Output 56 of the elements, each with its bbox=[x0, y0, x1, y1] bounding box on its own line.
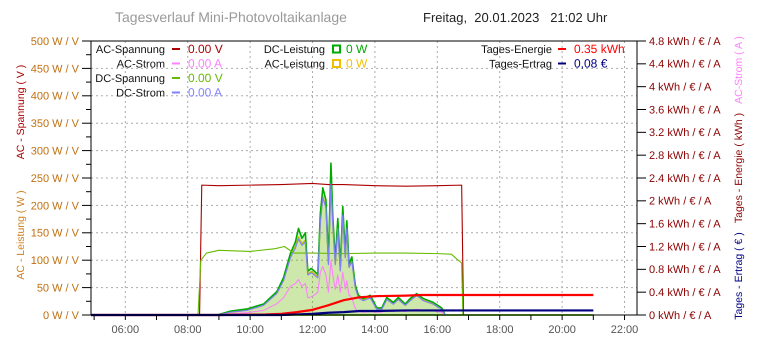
y-tick-label: 250 W / V bbox=[30, 172, 80, 185]
y2-tick-label: 3.6 kWh / € / A bbox=[649, 104, 722, 116]
text: Tages - Ertrag ( € ) bbox=[733, 232, 745, 320]
y-tick-label: 500 W / V bbox=[30, 36, 80, 48]
chart-title: Tagesverlauf Mini-Photovoltaikanlage bbox=[115, 9, 348, 25]
y2-tick-label: 4 kWh / € / A bbox=[649, 82, 712, 94]
annotation: 0 W bbox=[346, 42, 368, 56]
legend-label: DC-Leistung bbox=[264, 44, 325, 56]
y2-axis-title: Tages - Energie ( kWh ) bbox=[733, 112, 745, 224]
legend-label: AC-Strom bbox=[116, 58, 165, 70]
chart-subtitle: Freitag, 20.01.2023 21:02 Uhr bbox=[423, 10, 608, 25]
y2-tick-label: 3.2 kWh / € / A bbox=[649, 127, 722, 140]
x-tick-label: 12:00 bbox=[298, 324, 326, 336]
legend-label: Tages-Energie bbox=[481, 44, 552, 56]
y-tick-label: 400 W / V bbox=[30, 90, 80, 103]
x-tick-label: 22:00 bbox=[610, 324, 638, 336]
y2-tick-label: 1.2 kWh / € / A bbox=[649, 241, 722, 254]
annotation: 0.00 V bbox=[188, 71, 223, 86]
legend-label: Tages-Ertrag bbox=[489, 58, 552, 70]
annotation: 0.35 kWh bbox=[574, 42, 625, 56]
y2-tick-label: 0 kWh / € / A bbox=[649, 310, 712, 322]
y-tick-label: 150 W / V bbox=[30, 228, 80, 240]
y-tick-label: 300 W / V bbox=[30, 145, 80, 158]
x-tick-label: 16:00 bbox=[424, 324, 452, 336]
y2-tick-label: 2.4 kWh / € / A bbox=[649, 172, 722, 185]
y-tick-label: 50 W / V bbox=[36, 282, 80, 294]
legend-label: DC-Strom bbox=[116, 87, 165, 100]
x-tick-label: 08:00 bbox=[174, 324, 202, 336]
annotation: 0,08 € bbox=[574, 56, 608, 71]
legend-label: DC-Spannung bbox=[95, 72, 165, 85]
y2-tick-label: 4.4 kWh / € / A bbox=[649, 58, 722, 71]
y2-tick-label: 0.8 kWh / € / A bbox=[649, 264, 722, 276]
y2-tick-label: 0.4 kWh / € / A bbox=[649, 287, 722, 300]
legend-label: AC-Spannung bbox=[96, 44, 165, 56]
x-tick-label: 10:00 bbox=[236, 324, 264, 336]
y-tick-label: 200 W / V bbox=[30, 200, 80, 212]
x-tick-label: 14:00 bbox=[361, 324, 389, 336]
y-tick-label: 0 W / V bbox=[42, 310, 80, 322]
annotation: 0.00 A bbox=[188, 86, 222, 100]
text: AC - Spannung ( V ) bbox=[15, 64, 27, 160]
y2-tick-label: 1.6 kWh / € / A bbox=[649, 218, 722, 231]
legend-label: AC-Leistung bbox=[264, 58, 325, 70]
text: AC-Strom ( A ) bbox=[733, 36, 745, 104]
y-tick-label: 100 W / V bbox=[30, 255, 80, 268]
x-tick-label: 06:00 bbox=[112, 324, 140, 336]
y2-tick-label: 2.8 kWh / € / A bbox=[649, 150, 722, 162]
annotation: 0 W bbox=[346, 56, 368, 71]
annotation: 0.00 A bbox=[188, 56, 222, 71]
y2-tick-label: 4.8 kWh / € / A bbox=[649, 36, 722, 48]
y2-tick-label: 2 kWh / € / A bbox=[649, 196, 712, 208]
x-tick-label: 20:00 bbox=[548, 324, 576, 336]
y-tick-label: 450 W / V bbox=[30, 63, 80, 76]
y-axis-title: AC - Leistung ( W ) bbox=[15, 190, 27, 280]
x-tick-label: 18:00 bbox=[486, 324, 514, 336]
y-tick-label: 350 W / V bbox=[30, 118, 80, 130]
annotation: 0.00 V bbox=[188, 42, 223, 56]
